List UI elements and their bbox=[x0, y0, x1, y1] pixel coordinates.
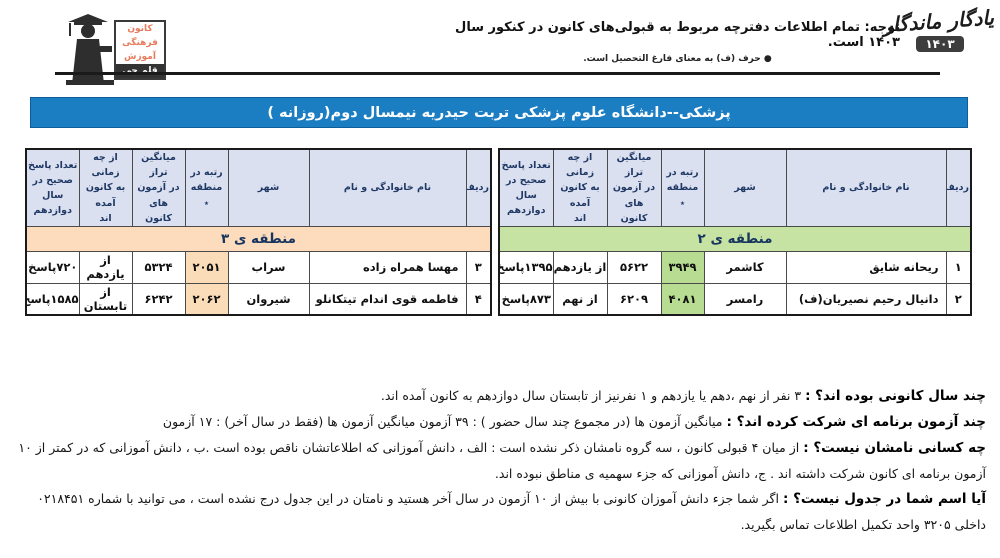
cell-avg-score: ۵۳۲۴ bbox=[131, 250, 186, 284]
cell-name: فاطمه قوی اندام تیتکانلو bbox=[308, 282, 467, 316]
col-region-rank: رتبه در منطقه ٭ bbox=[184, 148, 229, 227]
faq-item: آیا اسم شما در جدول نیست؟ : اگر شما جزء … bbox=[14, 486, 986, 537]
region3-table: ردیف نام خانوادگی و نام شهر رتبه در منطق… bbox=[25, 148, 492, 317]
year-badge: ۱۴۰۳ bbox=[916, 36, 964, 52]
cell-since: از تابستان bbox=[78, 282, 133, 316]
col-avg-score: میانگین تراز در آزمون های کانون bbox=[131, 148, 186, 227]
cell-since: از یازدهم bbox=[552, 250, 608, 284]
faq-question: چه کسانی نامشان نیست؟ : bbox=[803, 440, 986, 456]
region3-band-label: منطقه ی ۳ bbox=[25, 225, 492, 252]
cell-since: از نهم bbox=[552, 282, 608, 316]
yadegar-title: یادگار ماندگار bbox=[882, 5, 995, 37]
cell-city: رامسر bbox=[703, 282, 787, 316]
notice-block: توجه: تمام اطلاعات دفترچه مربوط به قبولی… bbox=[455, 20, 900, 64]
col-name: نام خانوادگی و نام bbox=[308, 148, 467, 227]
col-correct-answers: تعداد پاسخ صحیح در سال دوازدهم bbox=[498, 148, 554, 227]
yadegar-logo: یادگار ماندگار ۱۴۰۳ bbox=[882, 5, 995, 52]
table-header-row: ردیف نام خانوادگی و نام شهر رتبه در منطق… bbox=[498, 148, 972, 227]
faq-question: چند آزمون برنامه ای شرکت کرده اند؟ : bbox=[726, 414, 986, 430]
cell-avg-score: ۵۶۲۲ bbox=[606, 250, 662, 284]
faq-item: چند آزمون برنامه ای شرکت کرده اند؟ : میا… bbox=[14, 409, 986, 435]
program-title: پزشکی--دانشگاه علوم پزشکی تربت حیدریه نی… bbox=[267, 104, 731, 121]
cell-correct-answers: ۱۳۹۵پاسخ bbox=[498, 250, 554, 284]
table-row: ۳ مهسا همراه زاده سراب ۲۰۵۱ ۵۳۲۴ از یازد… bbox=[25, 250, 492, 284]
kanoon-logo-board: کانون فرهنگی آموزش قلم چی bbox=[114, 20, 166, 80]
cell-avg-score: ۶۲۴۲ bbox=[131, 282, 186, 316]
notice-sub-label: حرف (ف) به معنای فارغ التحصیل است. bbox=[583, 54, 761, 64]
notice-main-text: توجه: تمام اطلاعات دفترچه مربوط به قبولی… bbox=[455, 20, 900, 50]
cell-region-rank: ۳۹۴۹ bbox=[660, 250, 705, 284]
kanoon-logo-line: کانون bbox=[127, 24, 153, 34]
region3-table-container: ردیف نام خانوادگی و نام شهر رتبه در منطق… bbox=[25, 148, 492, 317]
faq-answer: اگر شما جزء دانش آموزان کانونی با بیش از… bbox=[37, 491, 986, 532]
table-row: ۴ فاطمه قوی اندام تیتکانلو شیروان ۲۰۶۲ ۶… bbox=[25, 282, 492, 316]
program-title-bar: پزشکی--دانشگاه علوم پزشکی تربت حیدریه نی… bbox=[30, 97, 968, 128]
cell-city: شیروان bbox=[227, 282, 310, 316]
region2-table-container: ردیف نام خانوادگی و نام شهر رتبه در منطق… bbox=[498, 148, 972, 317]
kanoon-logo-line: آموزش bbox=[124, 52, 156, 62]
header-divider bbox=[55, 72, 940, 75]
cell-row-number: ۱ bbox=[945, 250, 972, 284]
region3-band: منطقه ی ۳ bbox=[25, 225, 492, 252]
faq-answer: میانگین آزمون ها (در مجموع چند سال حضور … bbox=[162, 414, 723, 429]
notice-sub-text: ● حرف (ف) به معنای فارغ التحصیل است. bbox=[455, 54, 900, 64]
cell-name: مهسا همراه زاده bbox=[308, 250, 467, 284]
cell-row-number: ۳ bbox=[465, 250, 492, 284]
table-row: ۲ دانیال رحیم نصیریان(ف) رامسر ۴۰۸۱ ۶۲۰۹… bbox=[498, 282, 972, 316]
cell-region-rank: ۴۰۸۱ bbox=[660, 282, 705, 316]
region2-table: ردیف نام خانوادگی و نام شهر رتبه در منطق… bbox=[498, 148, 972, 317]
col-row-number: ردیف bbox=[465, 148, 492, 227]
col-region-rank: رتبه در منطقه ٭ bbox=[660, 148, 705, 227]
cell-correct-answers: ۱۵۸۵پاسخ bbox=[25, 282, 80, 316]
col-avg-score: میانگین تراز در آزمون های کانون bbox=[606, 148, 662, 227]
region2-band-label: منطقه ی ۲ bbox=[498, 225, 972, 252]
table-header-row: ردیف نام خانوادگی و نام شهر رتبه در منطق… bbox=[25, 148, 492, 227]
faq-question: آیا اسم شما در جدول نیست؟ : bbox=[782, 491, 986, 507]
cell-city: سراب bbox=[227, 250, 310, 284]
col-correct-answers: تعداد پاسخ صحیح در سال دوازدهم bbox=[25, 148, 80, 227]
faq-item: چند سال کانونی بوده اند؟ : ۳ نفر از نهم … bbox=[14, 383, 986, 409]
cell-name: ریحانه شایق bbox=[785, 250, 947, 284]
faq-section: چند سال کانونی بوده اند؟ : ۳ نفر از نهم … bbox=[14, 383, 986, 537]
col-city: شهر bbox=[227, 148, 310, 227]
kanoon-logo-line: فرهنگی bbox=[122, 38, 158, 48]
cell-row-number: ۴ bbox=[465, 282, 492, 316]
kanoon-logo-line-highlight: قلم چی bbox=[116, 64, 164, 78]
cell-avg-score: ۶۲۰۹ bbox=[606, 282, 662, 316]
cell-city: کاشمر bbox=[703, 250, 787, 284]
col-city: شهر bbox=[703, 148, 787, 227]
cell-since: از یازدهم bbox=[78, 250, 133, 284]
faq-question: چند سال کانونی بوده اند؟ : bbox=[805, 388, 986, 404]
bullet-icon: ● bbox=[763, 54, 772, 64]
cell-region-rank: ۲۰۶۲ bbox=[184, 282, 229, 316]
col-name: نام خانوادگی و نام bbox=[785, 148, 947, 227]
cell-correct-answers: ۷۲۰پاسخ bbox=[25, 250, 80, 284]
cell-name: دانیال رحیم نصیریان(ف) bbox=[785, 282, 947, 316]
cell-row-number: ۲ bbox=[945, 282, 972, 316]
col-row-number: ردیف bbox=[945, 148, 972, 227]
region2-band: منطقه ی ۲ bbox=[498, 225, 972, 252]
cell-correct-answers: ۸۷۳پاسخ bbox=[498, 282, 554, 316]
faq-item: چه کسانی نامشان نیست؟ : از میان ۴ قبولی … bbox=[14, 435, 986, 486]
cell-region-rank: ۲۰۵۱ bbox=[184, 250, 229, 284]
faq-answer: ۳ نفر از نهم ،دهم یا یازدهم و ۱ نفرنیز ا… bbox=[380, 388, 802, 403]
table-row: ۱ ریحانه شایق کاشمر ۳۹۴۹ ۵۶۲۲ از یازدهم … bbox=[498, 250, 972, 284]
col-since: از چه زمانی به کانون آمده اند bbox=[78, 148, 133, 227]
col-since: از چه زمانی به کانون آمده اند bbox=[552, 148, 608, 227]
faq-answer: از میان ۴ قبولی کانون ، سه گروه نامشان ذ… bbox=[18, 440, 986, 481]
